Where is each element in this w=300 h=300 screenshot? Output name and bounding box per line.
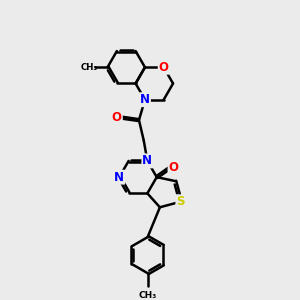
Text: O: O <box>112 111 122 124</box>
Text: N: N <box>114 171 124 184</box>
Text: CH₃: CH₃ <box>139 291 157 300</box>
Text: O: O <box>169 161 178 174</box>
Text: CH₃: CH₃ <box>81 63 98 72</box>
Text: S: S <box>176 195 185 208</box>
Text: O: O <box>159 61 169 74</box>
Text: N: N <box>140 93 150 106</box>
Text: N: N <box>142 154 152 167</box>
